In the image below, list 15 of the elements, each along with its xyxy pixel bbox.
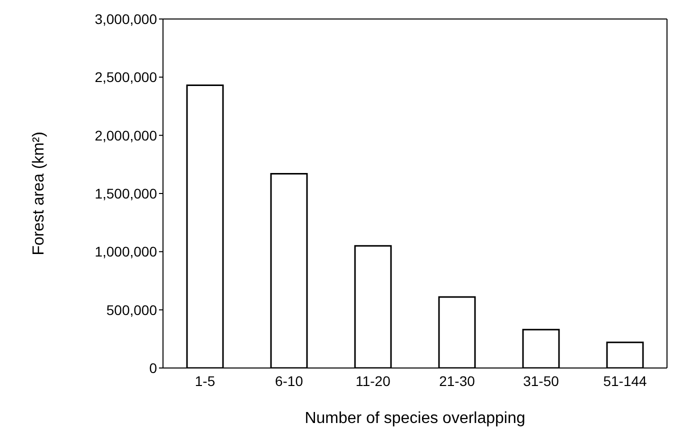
x-tick-label: 21-30 — [439, 372, 476, 389]
x-tick-label: 1-5 — [194, 372, 216, 389]
y-tick-label: 1,000,000 — [94, 244, 158, 260]
y-tick-label: 1,500,000 — [94, 185, 158, 202]
y-tick-label: 3,000,000 — [94, 10, 158, 27]
x-tick-label: 31-50 — [523, 372, 560, 389]
x-tick-label: 6-10 — [274, 372, 304, 389]
y-tick-label: 2,000,000 — [94, 127, 158, 144]
y-axis-title: Forest area (km²) — [30, 132, 48, 256]
y-tick-label: 2,500,000 — [94, 69, 158, 86]
y-tick-label: 500,000 — [106, 302, 158, 318]
x-tick-label: 11-20 — [356, 372, 391, 389]
x-tick-label: 51-144 — [603, 372, 648, 389]
y-tick-label: 0 — [149, 360, 158, 376]
x-axis-title: Number of species overlapping — [304, 410, 526, 427]
